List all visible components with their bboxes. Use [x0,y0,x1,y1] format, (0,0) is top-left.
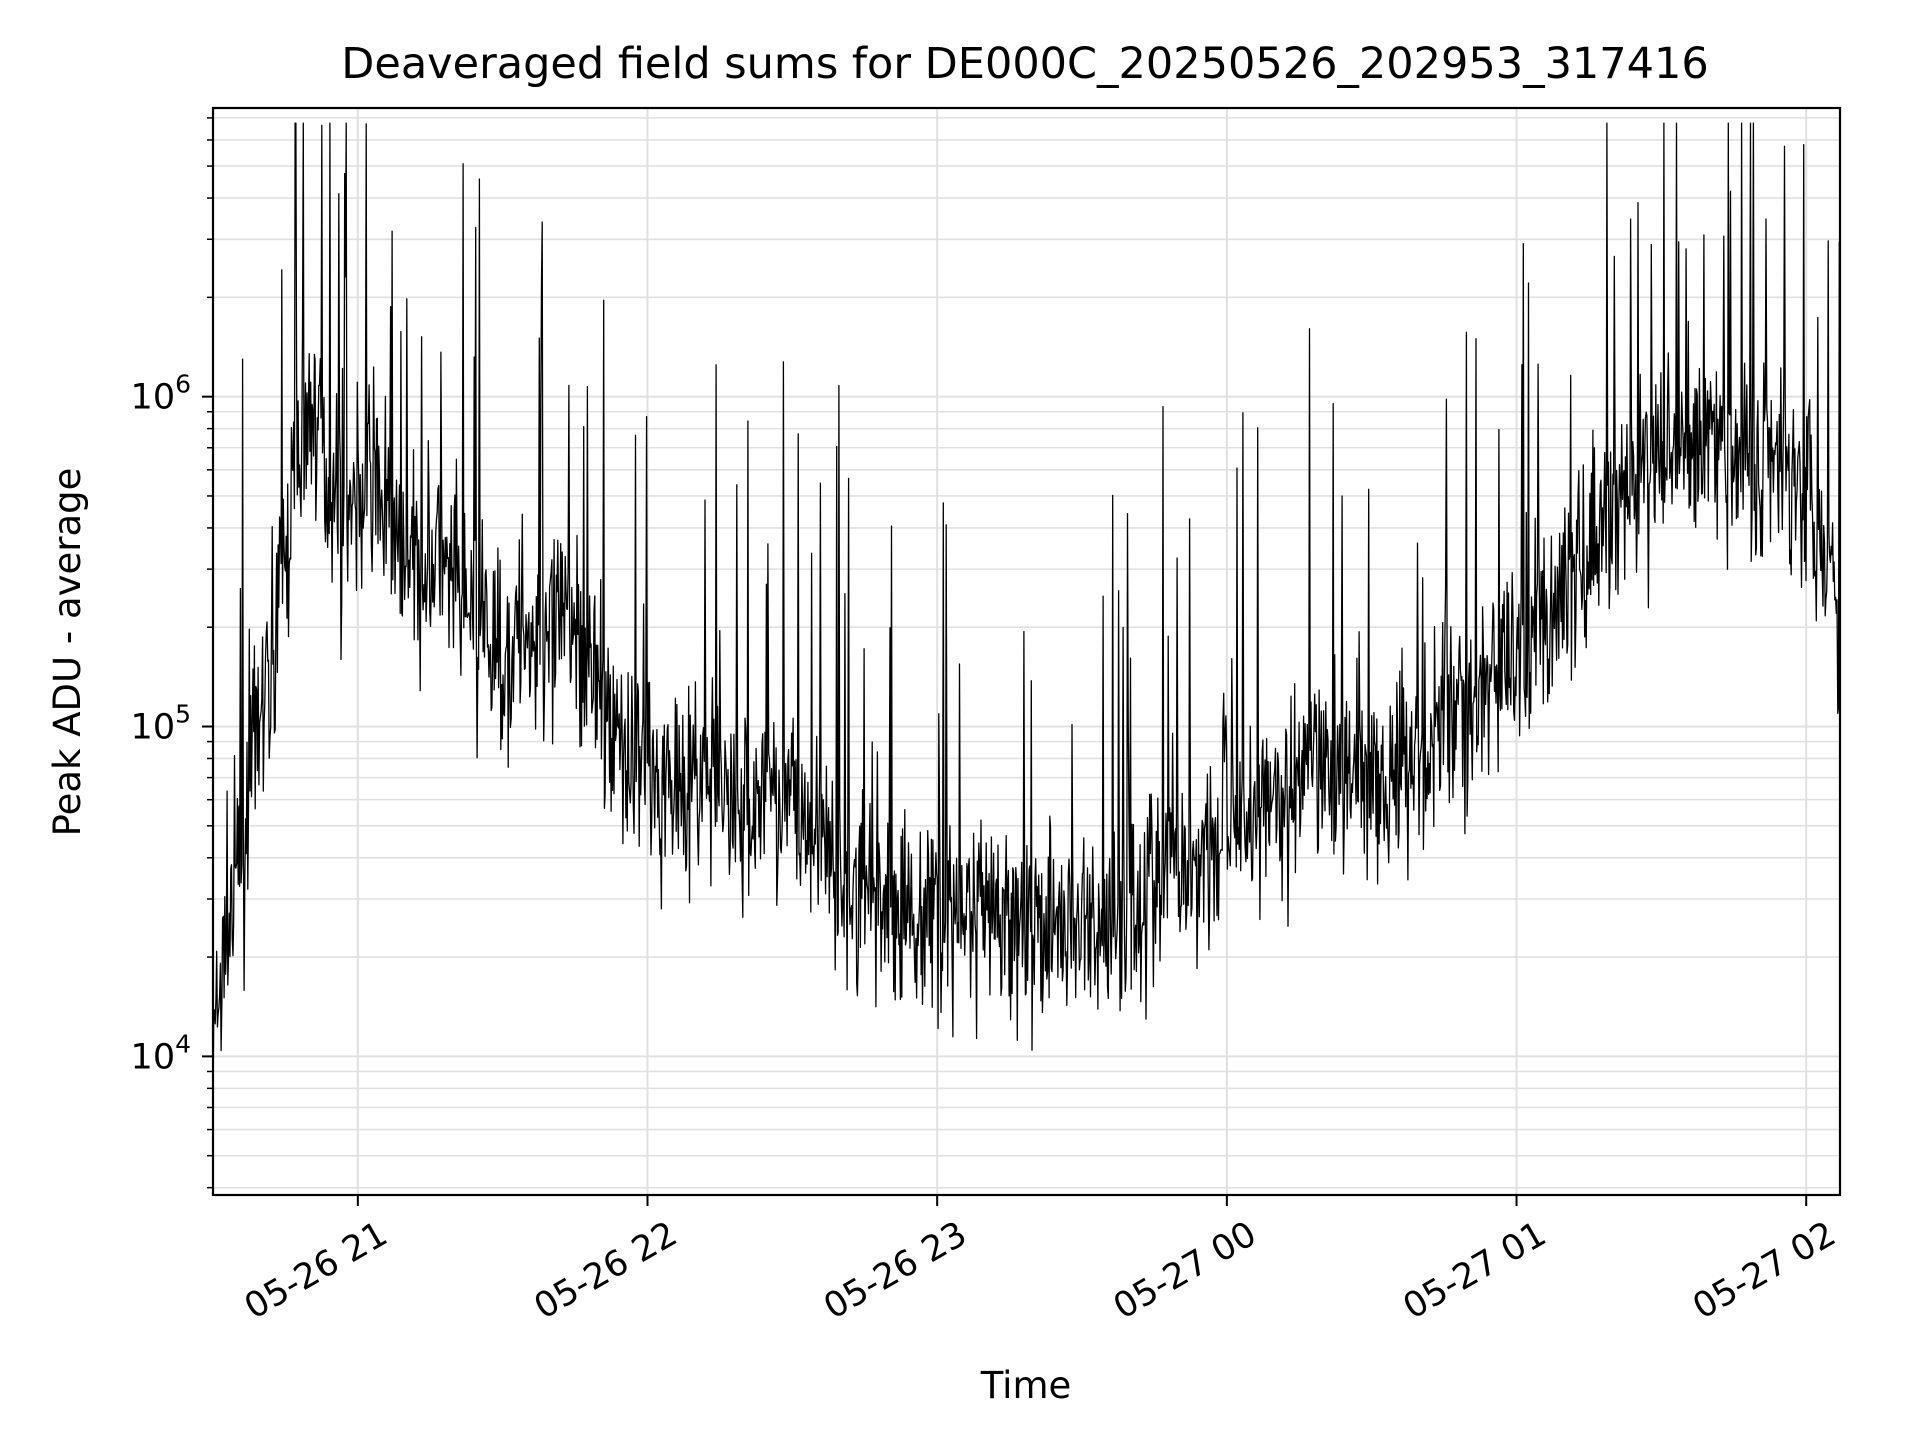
y-tick-label: 106 [131,370,191,418]
x-tick-label: 05-26 21 [238,1214,394,1327]
grid-lines [213,108,1840,1195]
x-axis: 05-26 21 05-26 22 05-26 23 05-27 00 05-27 01… [238,1195,1843,1327]
y-tick-label: 105 [131,700,191,748]
plot-frame [211,106,1842,1197]
y-tick-base: 10 [131,378,176,418]
x-tick-label: 05-26 22 [528,1214,684,1327]
y-axis-label: Peak ADU - average [46,468,89,837]
x-tick-label: 05-27 01 [1397,1214,1553,1327]
y-tick-exponent: 6 [175,370,191,399]
x-tick-label: 05-26 23 [817,1214,973,1327]
y-tick-exponent: 4 [175,1029,191,1058]
data-line [212,122,1841,1107]
x-axis-label: Time [980,1364,1072,1407]
x-tick-label: 05-27 00 [1107,1214,1263,1327]
y-tick-exponent: 5 [175,700,191,729]
chart-title: Deaveraged field sums for DE000C_2025052… [341,39,1708,89]
data-line-layer [212,122,1841,1107]
y-tick-label: 104 [131,1029,191,1077]
y-tick-base: 10 [131,708,176,748]
y-tick-base: 10 [131,1037,176,1077]
x-tick-label: 05-27 02 [1686,1214,1842,1327]
